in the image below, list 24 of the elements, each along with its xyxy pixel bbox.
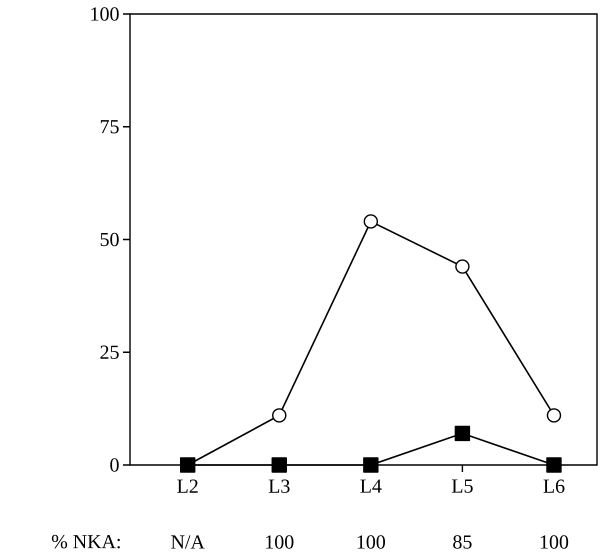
y-tick-label: 0	[110, 458, 119, 472]
point	[454, 426, 470, 442]
point	[364, 214, 378, 229]
text: 100	[266, 535, 294, 549]
x-tick-label: L5	[452, 480, 473, 493]
y-tick-label: 75	[100, 120, 119, 134]
text: 85	[453, 535, 472, 549]
x-tick-label: L6	[543, 480, 564, 493]
x-tick-label: L4	[360, 480, 382, 493]
text: % NKA:	[52, 534, 120, 548]
point	[363, 457, 379, 473]
point	[272, 408, 286, 423]
y-tick-label: 50	[100, 232, 119, 246]
y-tick-label: 25	[100, 346, 119, 359]
point	[546, 457, 562, 473]
text: 100	[540, 535, 568, 549]
text: 100	[358, 535, 386, 549]
point	[272, 457, 287, 473]
x-tick-label: L2	[177, 480, 198, 493]
x-tick-label: L3	[268, 480, 290, 493]
point	[455, 259, 470, 274]
point	[546, 408, 562, 423]
y-tick-label: 100	[91, 7, 119, 21]
text: N/A	[171, 535, 205, 549]
